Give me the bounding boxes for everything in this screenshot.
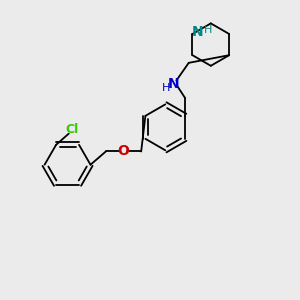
Text: H: H [204,26,212,35]
Text: Cl: Cl [66,123,79,136]
Text: H: H [162,83,170,94]
Text: N: N [192,25,204,39]
Text: N: N [168,77,180,91]
Text: O: O [118,145,129,158]
